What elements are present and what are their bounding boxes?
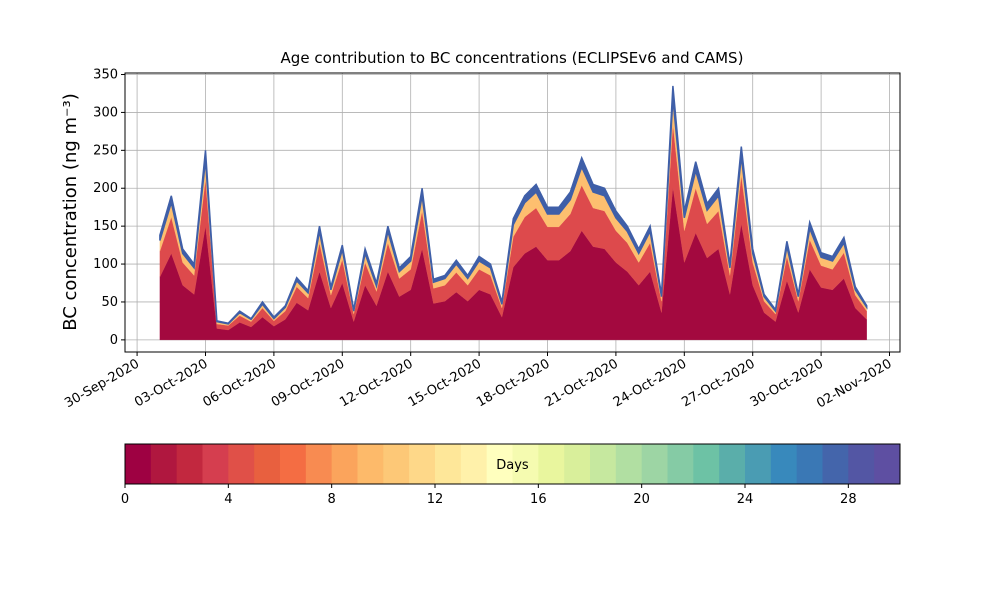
x-tick-label: 30-Oct-2020 [748,356,826,410]
colorbar-swatch [745,444,772,484]
colorbar-tick-label: 20 [633,492,650,507]
colorbar-swatch [590,444,617,484]
x-tick-label: 21-Oct-2020 [543,356,621,410]
x-tick-label: 12-Oct-2020 [337,356,415,410]
colorbar-swatch [512,444,539,484]
colorbar-swatch [641,444,668,484]
colorbar-tick-label: 24 [737,492,754,507]
y-axis-label: BC concentration (ng m⁻³) [60,93,81,331]
colorbar-swatch [331,444,358,484]
y-tick-label: 350 [93,68,118,83]
x-tick-label: 06-Oct-2020 [200,356,278,410]
colorbar-swatch [125,444,152,484]
colorbar-swatch [770,444,798,484]
x-tick-label: 03-Oct-2020 [132,356,210,410]
colorbar-swatch [305,444,333,484]
colorbar-swatch [202,444,229,484]
x-tick-label: 02-Nov-2020 [814,356,894,411]
x-tick-label: 18-Oct-2020 [474,356,552,410]
colorbar-swatch [357,444,384,484]
colorbar-swatch [538,444,565,484]
colorbar-tick-label: 16 [530,492,547,507]
colorbar-swatch [719,444,746,484]
y-tick-label: 300 [93,105,118,120]
x-tick-label: 24-Oct-2020 [611,356,689,410]
colorbar-swatch [460,444,488,484]
colorbar-frame [124,443,901,485]
colorbar-swatch [435,444,462,484]
chart-title: Age contribution to BC concentrations (E… [281,49,744,67]
colorbar-swatch [280,444,307,484]
x-tick-label: 15-Oct-2020 [406,356,484,410]
colorbar-swatch [254,444,281,484]
colorbar-swatch [176,444,203,484]
colorbar-swatch [150,444,178,484]
colorbar-swatch [693,444,720,484]
colorbar-swatch [848,444,875,484]
colorbar-tick-label: 28 [840,492,857,507]
y-tick-label: 0 [110,333,118,348]
y-tick-label: 250 [93,143,118,158]
y-tick-label: 50 [101,295,118,310]
colorbar-swatch [796,444,823,484]
colorbar-swatch [667,444,694,484]
colorbar-tick-label: 4 [224,492,232,507]
colorbar-swatch [615,444,643,484]
y-tick-label: 100 [93,257,118,272]
colorbar-swatch [383,444,410,484]
colorbar-tick-label: 0 [121,492,129,507]
y-tick-label: 200 [93,181,118,196]
y-tick-label: 150 [93,219,118,234]
area-layer [159,85,868,325]
colorbar-swatch [564,444,591,484]
x-tick-label: 09-Oct-2020 [269,356,347,410]
colorbar-swatch [486,444,513,484]
colorbar-swatch [409,444,436,484]
x-tick-label: 30-Sep-2020 [62,356,142,411]
colorbar-swatch [822,444,849,484]
colorbar-swatch [874,444,901,484]
colorbar-label: Days [496,458,529,473]
colorbar-tick-label: 12 [427,492,444,507]
colorbar-tick-label: 8 [328,492,336,507]
colorbar-swatch [228,444,255,484]
x-tick-label: 27-Oct-2020 [679,356,757,410]
plot-frame [124,72,901,353]
